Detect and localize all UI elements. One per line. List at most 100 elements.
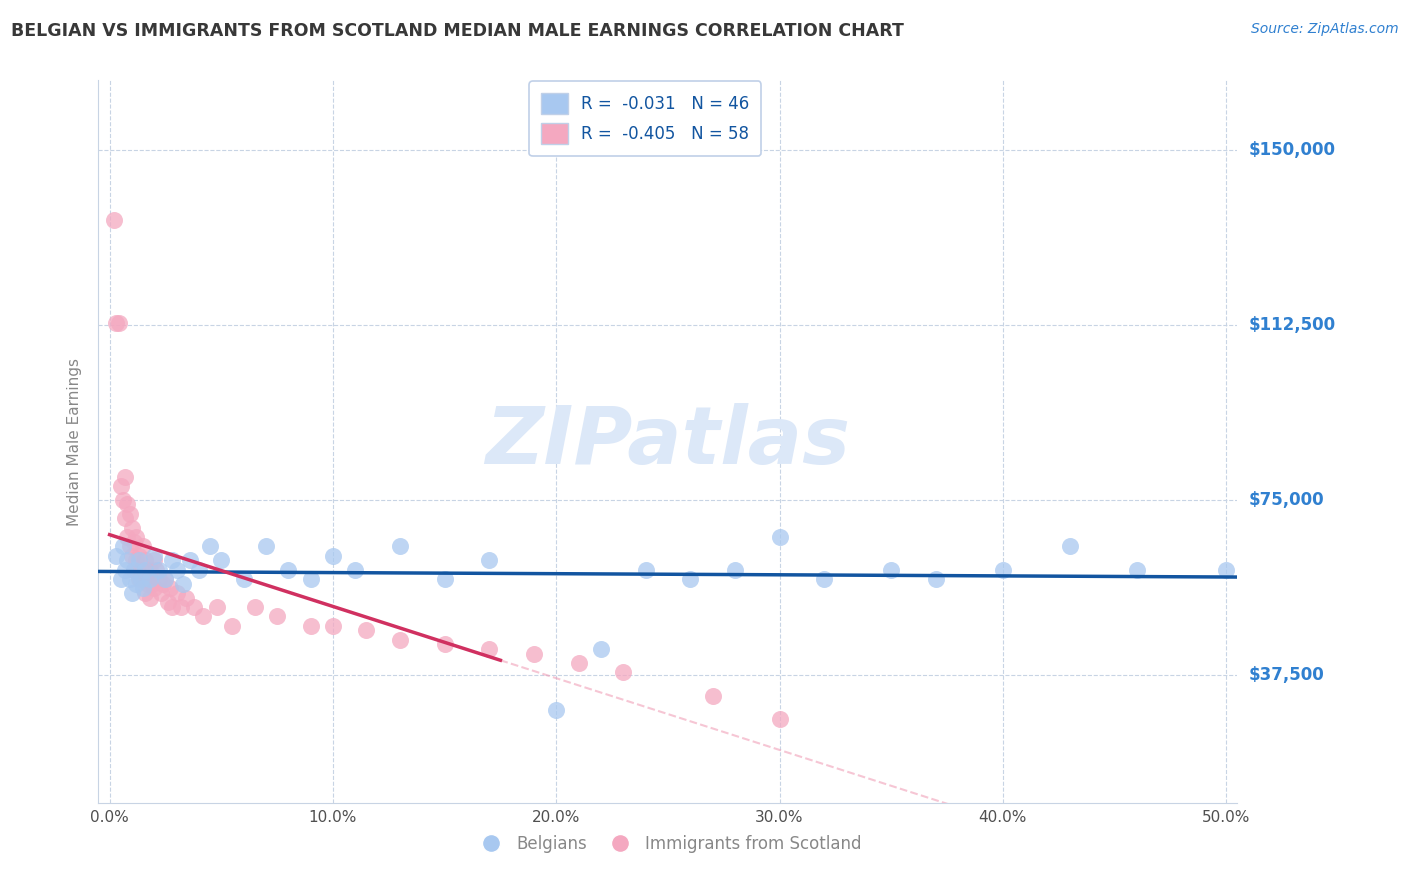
Text: ZIPatlas: ZIPatlas: [485, 402, 851, 481]
Point: [143, 549, 166, 563]
Point: [121, 549, 143, 563]
Point: [344, 563, 367, 577]
Point: [129, 563, 152, 577]
Point: [125, 553, 148, 567]
Point: [925, 572, 948, 586]
Point: [546, 702, 568, 716]
Point: [155, 572, 177, 586]
Point: [478, 553, 501, 567]
Point: [141, 576, 163, 591]
Point: [143, 582, 166, 596]
Point: [356, 624, 378, 638]
Point: [139, 563, 162, 577]
Point: [134, 563, 156, 577]
Point: [103, 213, 125, 227]
Point: [110, 572, 132, 586]
Point: [129, 572, 152, 586]
Point: [148, 572, 170, 586]
Point: [111, 492, 134, 507]
Point: [388, 632, 411, 647]
Point: [111, 540, 134, 554]
Point: [156, 595, 179, 609]
Point: [122, 563, 145, 577]
Point: [125, 576, 148, 591]
Point: [1126, 563, 1149, 577]
Point: [768, 712, 790, 726]
Text: $75,000: $75,000: [1249, 491, 1324, 508]
Point: [132, 572, 155, 586]
Point: [179, 553, 201, 567]
Point: [322, 618, 344, 632]
Point: [166, 563, 188, 577]
Point: [266, 609, 288, 624]
Point: [114, 469, 136, 483]
Point: [172, 576, 194, 591]
Point: [105, 316, 128, 330]
Point: [277, 563, 299, 577]
Point: [143, 553, 166, 567]
Point: [813, 572, 835, 586]
Point: [1059, 540, 1081, 554]
Point: [128, 549, 150, 563]
Point: [243, 600, 266, 615]
Text: $112,500: $112,500: [1249, 316, 1336, 334]
Point: [117, 530, 139, 544]
Point: [388, 540, 411, 554]
Point: [149, 586, 172, 600]
Point: [299, 618, 322, 632]
Point: [254, 540, 277, 554]
Point: [117, 498, 139, 512]
Point: [232, 572, 254, 586]
Point: [114, 511, 136, 525]
Point: [567, 656, 589, 670]
Point: [125, 530, 148, 544]
Point: [478, 642, 501, 657]
Text: BELGIAN VS IMMIGRANTS FROM SCOTLAND MEDIAN MALE EARNINGS CORRELATION CHART: BELGIAN VS IMMIGRANTS FROM SCOTLAND MEDI…: [11, 22, 904, 40]
Point: [205, 600, 228, 615]
Point: [122, 534, 145, 549]
Point: [433, 572, 456, 586]
Point: [523, 647, 546, 661]
Point: [880, 563, 903, 577]
Point: [991, 563, 1014, 577]
Point: [121, 521, 143, 535]
Point: [118, 507, 141, 521]
Point: [110, 479, 132, 493]
Point: [139, 591, 162, 605]
Text: $37,500: $37,500: [1249, 665, 1324, 683]
Point: [114, 563, 136, 577]
Point: [166, 586, 188, 600]
Point: [702, 689, 724, 703]
Point: [132, 582, 155, 596]
Point: [1215, 563, 1237, 577]
Point: [634, 563, 657, 577]
Point: [160, 553, 183, 567]
Point: [107, 316, 129, 330]
Point: [221, 618, 243, 632]
Point: [198, 540, 221, 554]
Point: [187, 563, 209, 577]
Y-axis label: Median Male Earnings: Median Male Earnings: [67, 358, 83, 525]
Point: [768, 530, 790, 544]
Point: [322, 549, 344, 563]
Point: [160, 600, 183, 615]
Point: [118, 540, 141, 554]
Point: [148, 563, 170, 577]
Point: [299, 572, 322, 586]
Text: $150,000: $150,000: [1249, 141, 1336, 159]
Point: [105, 549, 128, 563]
Point: [122, 563, 145, 577]
Point: [117, 553, 139, 567]
Point: [128, 553, 150, 567]
Point: [134, 586, 156, 600]
Point: [589, 642, 612, 657]
Point: [121, 586, 143, 600]
Point: [145, 563, 167, 577]
Point: [183, 600, 205, 615]
Point: [679, 572, 702, 586]
Point: [433, 637, 456, 651]
Point: [155, 572, 177, 586]
Legend: Belgians, Immigrants from Scotland: Belgians, Immigrants from Scotland: [468, 828, 868, 860]
Point: [134, 553, 156, 567]
Point: [724, 563, 747, 577]
